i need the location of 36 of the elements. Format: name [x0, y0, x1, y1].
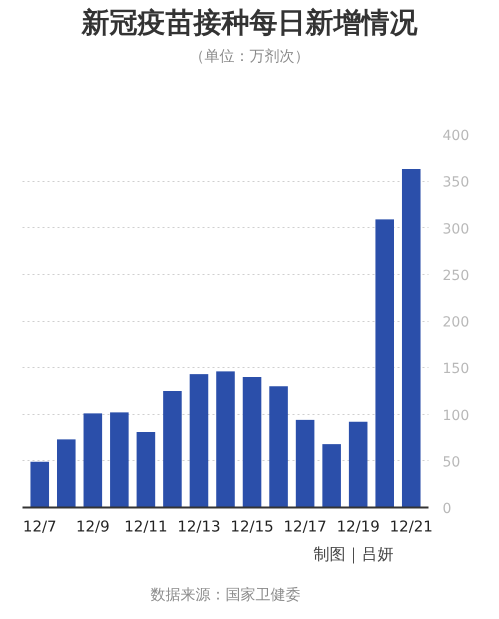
chart-title: 新冠疫苗接种每日新增情况 [82, 5, 418, 41]
x-tick-label: 12/7 [22, 518, 57, 536]
source-note: 数据来源：国家卫健委 [150, 586, 300, 604]
bar [322, 444, 341, 508]
bar [56, 439, 76, 508]
bar [269, 386, 288, 508]
x-tick-label: 12/21 [390, 518, 433, 536]
bar [296, 420, 314, 508]
y-tick-label: 250 [442, 268, 470, 284]
bar [136, 432, 156, 508]
text: 制图｜吕妍 [314, 544, 394, 564]
bar [30, 462, 50, 508]
bar [402, 169, 421, 508]
x-tick-label: 12/11 [124, 518, 168, 536]
x-tick-label: 12/17 [283, 518, 327, 536]
y-tick-label: 350 [442, 174, 470, 191]
bar [216, 371, 235, 508]
bar [375, 219, 394, 508]
y-tick-label: 100 [442, 408, 470, 424]
y-tick-label: 200 [442, 314, 470, 330]
x-tick-label: 12/9 [76, 518, 110, 536]
y-tick-label: 150 [442, 361, 470, 378]
bar [348, 422, 368, 508]
bar [163, 390, 182, 508]
bar [190, 374, 208, 508]
bar [242, 376, 262, 508]
x-tick-label: 12/19 [336, 518, 380, 536]
y-tick-label: 0 [442, 501, 452, 517]
bar [110, 412, 129, 508]
y-tick-label: 300 [442, 221, 470, 238]
bar [84, 413, 102, 508]
x-tick-label: 12/13 [177, 518, 221, 536]
chart-subtitle: （单位：万剂次） [190, 46, 310, 66]
y-tick-label: 50 [442, 454, 460, 470]
y-tick-label: 400 [442, 128, 470, 144]
x-tick-label: 12/15 [230, 518, 274, 536]
